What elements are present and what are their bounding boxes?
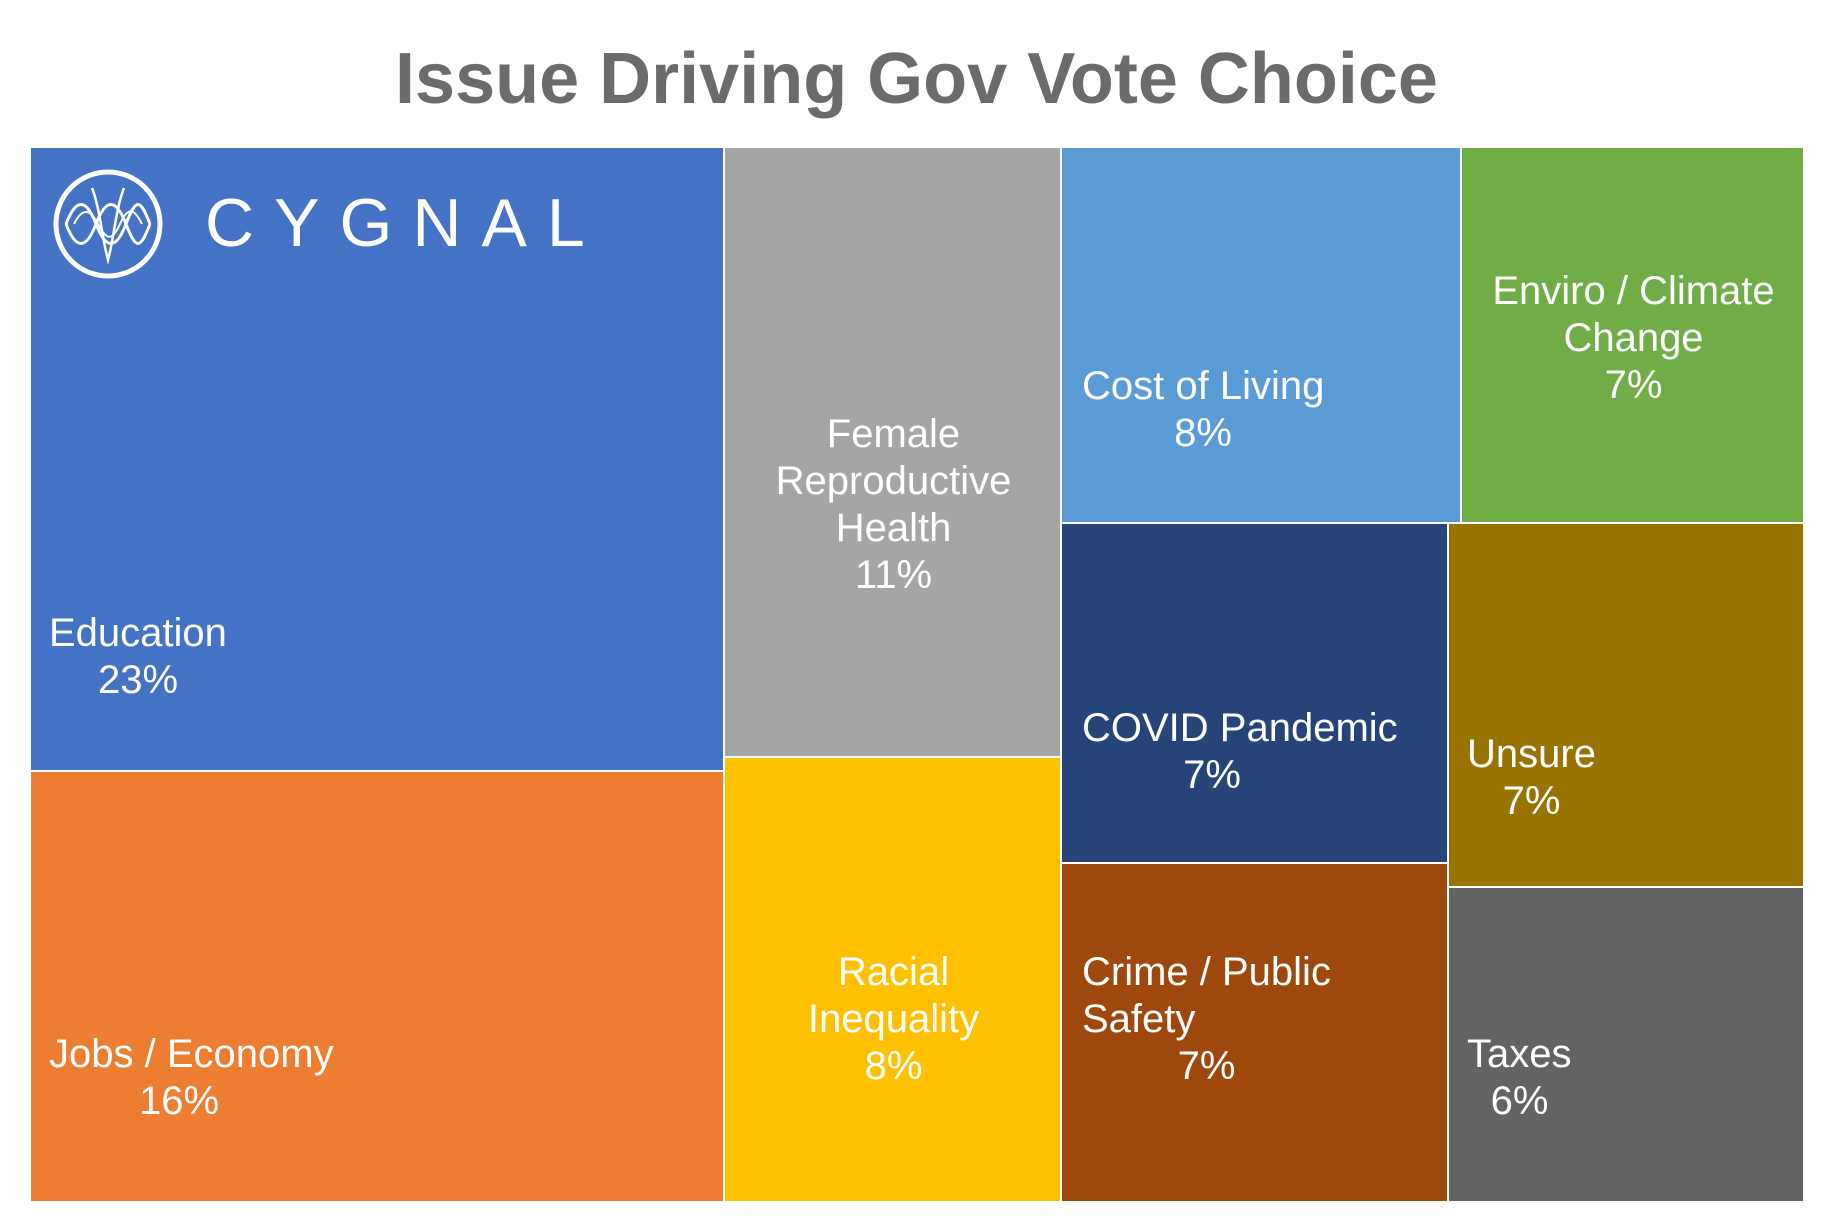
tile-label: COVID Pandemic 7% xyxy=(1082,705,1398,799)
value-label: 7% xyxy=(1502,779,1561,823)
value-label: 11% xyxy=(854,553,933,597)
category-label: Enviro / Climate xyxy=(1492,269,1775,313)
cygnal-logo-text: CYGNAL xyxy=(205,185,605,261)
treemap: Education 23% Jobs / Economy 16% Female Repro… xyxy=(30,147,1804,1202)
tile-label: Taxes 6% xyxy=(1467,1031,1572,1125)
cygnal-logo-icon xyxy=(53,169,163,279)
category-label: Safety xyxy=(1082,997,1196,1041)
value-label: 8% xyxy=(1174,411,1232,455)
category-label: Inequality xyxy=(807,997,980,1041)
value-label: 7% xyxy=(1183,753,1241,797)
category-label: Cost of Living xyxy=(1082,364,1325,408)
category-label: Crime / Public xyxy=(1082,950,1331,994)
value-label: 6% xyxy=(1490,1079,1549,1123)
treemap-tile-female-reproductive-health: Female Reproductive Health 11% xyxy=(724,147,1061,757)
category-label: Health xyxy=(835,506,952,550)
treemap-tile-racial-inequality: Racial Inequality 8% xyxy=(724,757,1061,1202)
tile-label: Unsure 7% xyxy=(1467,731,1596,825)
value-label: 23% xyxy=(97,658,179,702)
tile-label: Jobs / Economy 16% xyxy=(49,1031,334,1125)
category-label: Female xyxy=(826,412,961,456)
chart-title: Issue Driving Gov Vote Choice xyxy=(395,39,1438,119)
treemap-tile-covid-pandemic: COVID Pandemic 7% xyxy=(1061,523,1448,863)
category-label: Taxes xyxy=(1467,1032,1572,1076)
value-label: 7% xyxy=(1604,363,1663,407)
category-label: Jobs / Economy xyxy=(49,1032,334,1076)
tile-label: Racial Inequality 8% xyxy=(725,949,1062,1090)
category-label: Reproductive xyxy=(775,459,1012,503)
treemap-tile-crime-public-safety: Crime / Public Safety 7% xyxy=(1061,863,1448,1202)
category-label: COVID Pandemic xyxy=(1082,706,1398,750)
value-label: 16% xyxy=(138,1079,220,1123)
treemap-tile-education: Education 23% xyxy=(30,147,724,771)
category-label: Unsure xyxy=(1467,732,1596,776)
tile-label: Female Reproductive Health 11% xyxy=(725,411,1062,599)
tile-label: Crime / Public Safety 7% xyxy=(1082,949,1331,1090)
treemap-tile-taxes: Taxes 6% xyxy=(1448,887,1804,1202)
tile-label: Enviro / Climate Change 7% xyxy=(1462,268,1805,409)
tile-label: Cost of Living 8% xyxy=(1082,363,1324,457)
category-label: Change xyxy=(1563,316,1704,360)
tile-label: Education 23% xyxy=(49,610,227,704)
treemap-tile-jobs-economy: Jobs / Economy 16% xyxy=(30,771,724,1202)
category-label: Education xyxy=(49,611,227,655)
treemap-tile-cost-of-living: Cost of Living 8% xyxy=(1061,147,1461,523)
value-label: 8% xyxy=(864,1044,923,1088)
treemap-tile-unsure: Unsure 7% xyxy=(1448,523,1804,887)
category-label: Racial xyxy=(837,950,950,994)
treemap-tile-enviro-climate-change: Enviro / Climate Change 7% xyxy=(1461,147,1804,523)
value-label: 7% xyxy=(1177,1044,1236,1088)
